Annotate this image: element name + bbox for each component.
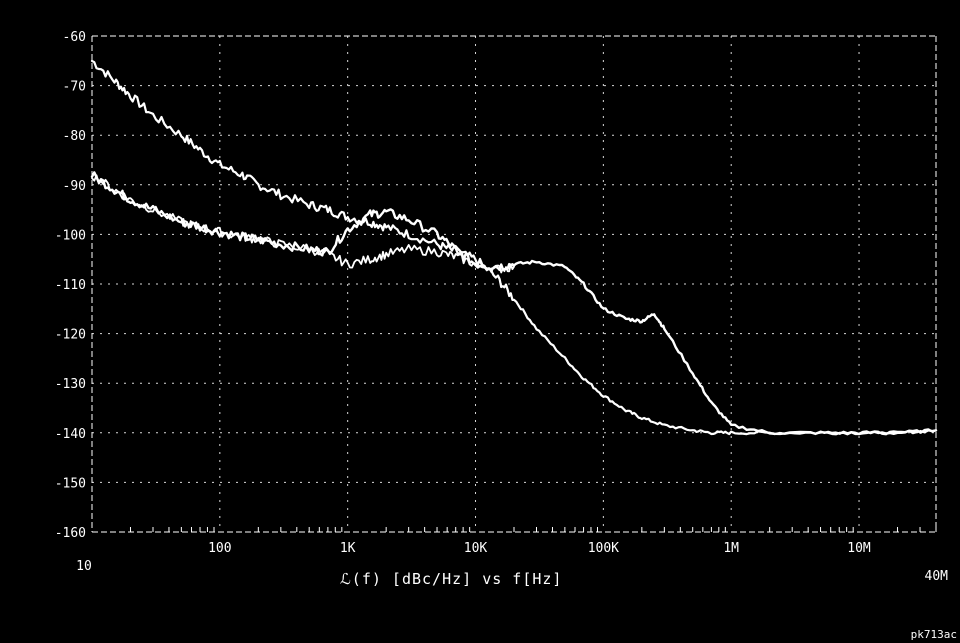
y-tick-label: -70 (63, 80, 86, 95)
data-traces (90, 59, 938, 436)
x-tick-label: 1K (340, 541, 356, 556)
y-tick-label: -140 (55, 427, 86, 442)
series-line-2 (90, 171, 938, 436)
y-tick-label: -160 (55, 526, 86, 541)
x-tick-label: 40M (925, 569, 949, 584)
x-tick-label: 100 (208, 541, 231, 556)
y-tick-label: -150 (55, 476, 86, 491)
tick-labels: -60 -70 -80 -90 -100 -110 -120 -130 -140 -150 -160… (55, 30, 948, 584)
y-tick-label: -130 (55, 377, 86, 392)
grid (91, 35, 937, 533)
y-tick-label: -60 (63, 30, 86, 45)
y-tick-label: -100 (55, 228, 86, 243)
series-line-3 (91, 174, 515, 274)
x-tick-label: 10K (464, 541, 488, 556)
x-axis-label: ℒ(f) [dBc/Hz] vs f[Hz] (340, 570, 562, 588)
x-tick-label: 10 (76, 559, 92, 574)
y-tick-label: -120 (55, 328, 86, 343)
x-tick-label: 10M (847, 541, 871, 556)
x-tick-label: 1M (723, 541, 739, 556)
y-tick-label: -80 (63, 129, 86, 144)
figure-id: pk713ac (911, 628, 957, 641)
series-line-1 (90, 59, 938, 436)
y-tick-label: -110 (55, 278, 86, 293)
x-tick-label: 100K (588, 541, 619, 556)
y-tick-label: -90 (63, 179, 86, 194)
